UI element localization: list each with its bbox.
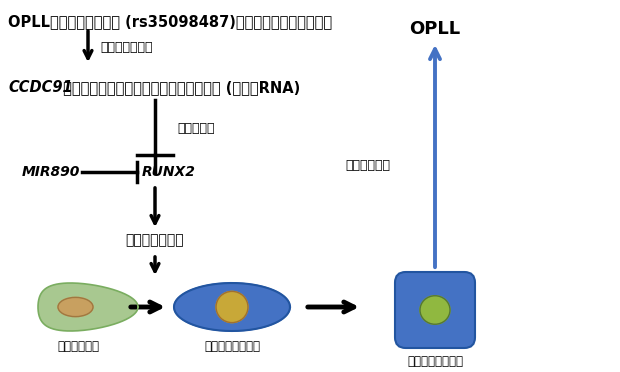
Ellipse shape [420, 296, 450, 324]
Text: CCDC91: CCDC91 [8, 80, 73, 95]
Text: 過剰な骨形成: 過剰な骨形成 [345, 158, 390, 171]
Text: 分化した骨芽細胞: 分化した骨芽細胞 [407, 355, 463, 368]
Text: OPLLリスク遺伝子多型 (rs35098487)を含むエンハンサー領域: OPLLリスク遺伝子多型 (rs35098487)を含むエンハンサー領域 [8, 14, 332, 29]
Text: 転写を正に制御: 転写を正に制御 [100, 41, 153, 54]
Text: OPLL: OPLL [409, 20, 461, 38]
Text: MIR890: MIR890 [22, 165, 81, 179]
Polygon shape [174, 283, 290, 331]
Text: RUNX2: RUNX2 [142, 165, 196, 179]
Ellipse shape [216, 291, 248, 323]
Text: 遺伝子転写産物の新しいアイソフォーム (非翻訳RNA): 遺伝子転写産物の新しいアイソフォーム (非翻訳RNA) [58, 80, 300, 95]
FancyBboxPatch shape [395, 272, 475, 348]
Text: 結合を阻害: 結合を阻害 [177, 122, 215, 135]
Polygon shape [38, 283, 138, 331]
Text: 間葉系幹細胞: 間葉系幹細胞 [57, 340, 99, 353]
Ellipse shape [58, 297, 93, 317]
Text: 骨形成遺伝子群: 骨形成遺伝子群 [126, 233, 184, 247]
Text: 未分化な骨芽細胞: 未分化な骨芽細胞 [204, 340, 260, 353]
